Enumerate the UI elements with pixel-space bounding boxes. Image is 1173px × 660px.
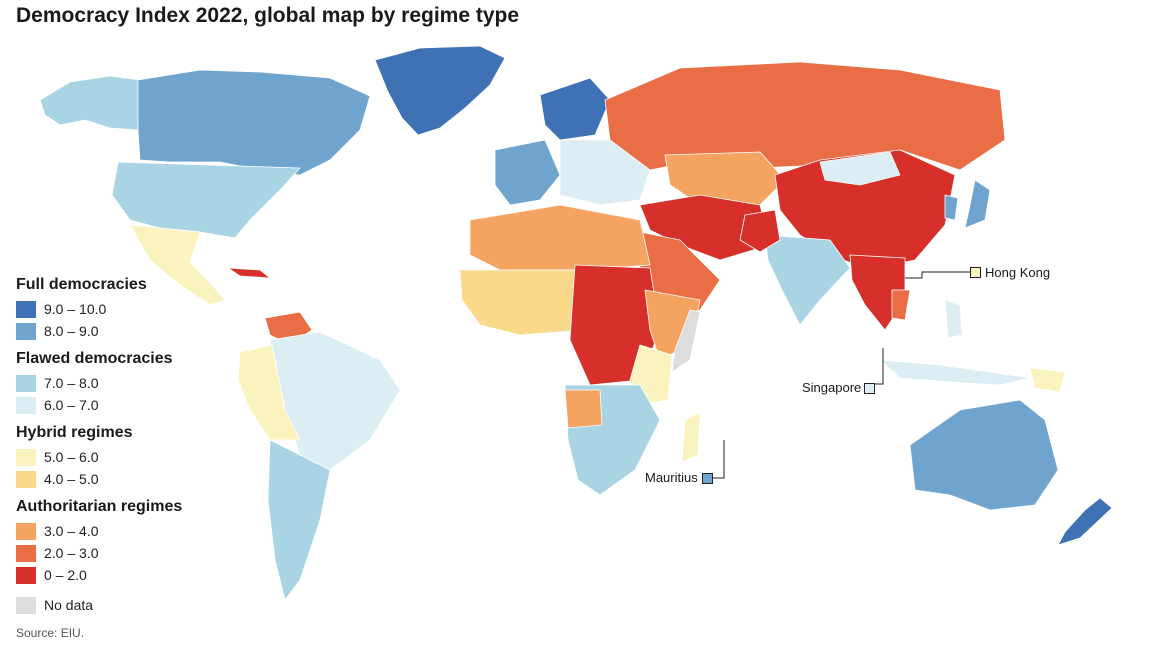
- legend-label: 9.0 – 10.0: [44, 301, 107, 317]
- legend-item: 3.0 – 4.0: [16, 520, 216, 542]
- region-southern-cone: [267, 439, 331, 601]
- legend-item: 9.0 – 10.0: [16, 298, 216, 320]
- region-southeast-asia: [849, 254, 906, 331]
- legend-label: 0 – 2.0: [44, 567, 87, 583]
- region-russia: [604, 61, 1006, 171]
- region-pakistan: [739, 209, 781, 253]
- legend-swatch: [16, 522, 36, 540]
- legend-swatch: [16, 566, 36, 584]
- mauritius-marker: [702, 473, 713, 484]
- region-vietnam: [891, 289, 911, 321]
- legend-item: 4.0 – 5.0: [16, 468, 216, 490]
- region-indonesia: [879, 359, 1031, 386]
- region-central-asia: [664, 151, 786, 206]
- mauritius-label: Mauritius: [645, 470, 698, 485]
- region-usa: [111, 161, 301, 239]
- legend-swatch: [16, 322, 36, 340]
- region-brazil: [269, 331, 401, 471]
- region-middle-east: [639, 194, 771, 261]
- region-japan: [964, 179, 991, 229]
- region-india: [764, 234, 851, 326]
- legend-label: 8.0 – 9.0: [44, 323, 99, 339]
- region-mongolia: [819, 151, 901, 186]
- hong-kong-leader: [905, 271, 970, 279]
- region-new-zealand: [1057, 497, 1113, 546]
- region-mexico: [129, 224, 226, 306]
- legend-group-hybrid: Hybrid regimes 5.0 – 6.0 4.0 – 5.0: [16, 424, 216, 490]
- region-somalia: [671, 309, 701, 373]
- legend-label: 7.0 – 8.0: [44, 375, 99, 391]
- legend-group-title: Flawed democracies: [16, 350, 173, 367]
- region-korea: [944, 194, 959, 221]
- source-note: Source: EIU.: [16, 626, 85, 640]
- region-madagascar: [681, 411, 701, 463]
- legend-item: 6.0 – 7.0: [16, 394, 216, 416]
- region-andes: [237, 344, 301, 441]
- legend-item: 8.0 – 9.0: [16, 320, 216, 342]
- legend-item: No data: [16, 594, 216, 616]
- region-greenland: [374, 45, 506, 136]
- legend-item: 7.0 – 8.0: [16, 372, 216, 394]
- hong-kong-marker: [970, 267, 981, 278]
- legend-label: 5.0 – 6.0: [44, 449, 99, 465]
- singapore-leader: [875, 348, 884, 385]
- legend-group-flawed: Flawed democracies 7.0 – 8.0 6.0 – 7.0: [16, 350, 216, 416]
- region-australia: [909, 399, 1059, 511]
- legend-item: 2.0 – 3.0: [16, 542, 216, 564]
- region-cuba: [227, 267, 271, 279]
- region-scandinavia: [539, 77, 611, 141]
- legend-swatch: [16, 448, 36, 466]
- legend-group-authoritarian: Authoritarian regimes 3.0 – 4.0 2.0 – 3.…: [16, 498, 216, 586]
- region-western-europe: [494, 139, 561, 206]
- region-alaska: [39, 75, 141, 131]
- singapore-label: Singapore: [802, 380, 862, 395]
- map-title: Democracy Index 2022, global map by regi…: [16, 4, 520, 27]
- legend-swatch: [16, 300, 36, 318]
- region-canada: [137, 69, 371, 176]
- legend-swatch: [16, 596, 36, 614]
- legend-label: 6.0 – 7.0: [44, 397, 99, 413]
- map-legend: Full democracies 9.0 – 10.0 8.0 – 9.0 Fl…: [16, 276, 216, 624]
- legend-label: No data: [44, 597, 94, 613]
- legend-group-title: Authoritarian regimes: [16, 498, 183, 515]
- legend-group-no-data: No data: [16, 594, 216, 616]
- legend-label: 2.0 – 3.0: [44, 545, 99, 561]
- mauritius-leader: [712, 440, 725, 479]
- legend-swatch: [16, 544, 36, 562]
- legend-swatch: [16, 374, 36, 392]
- legend-group-title: Hybrid regimes: [16, 424, 133, 441]
- legend-label: 3.0 – 4.0: [44, 523, 99, 539]
- legend-item: 5.0 – 6.0: [16, 446, 216, 468]
- region-angola: [564, 389, 603, 429]
- legend-label: 4.0 – 5.0: [44, 471, 99, 487]
- legend-swatch: [16, 396, 36, 414]
- region-north-africa: [469, 204, 651, 271]
- legend-item: 0 – 2.0: [16, 564, 216, 586]
- legend-group-full: Full democracies 9.0 – 10.0 8.0 – 9.0: [16, 276, 216, 342]
- region-philippines: [944, 299, 963, 339]
- singapore-marker: [864, 383, 875, 394]
- legend-group-title: Full democracies: [16, 276, 147, 293]
- region-west-africa: [459, 269, 586, 336]
- hong-kong-label: Hong Kong: [985, 265, 1051, 280]
- region-png: [1029, 367, 1066, 393]
- legend-swatch: [16, 470, 36, 488]
